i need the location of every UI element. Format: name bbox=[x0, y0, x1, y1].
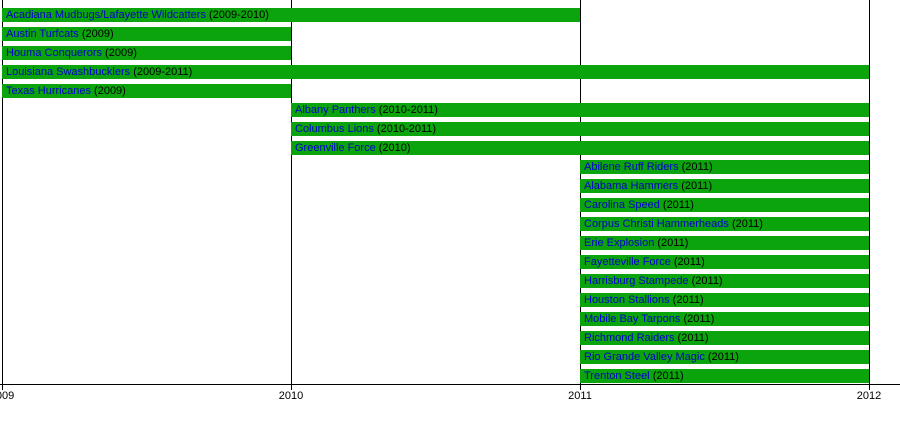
x-axis-line bbox=[0, 384, 900, 385]
team-link[interactable]: Acadiana Mudbugs/Lafayette Wildcatters bbox=[6, 9, 206, 21]
team-years: (2011) bbox=[678, 180, 713, 192]
team-link[interactable]: Greenville Force bbox=[295, 142, 376, 154]
axis-label-2009: 2009 bbox=[0, 390, 15, 402]
gridline-2011 bbox=[580, 0, 581, 390]
team-link[interactable]: Texas Hurricanes bbox=[6, 85, 91, 97]
timeline-bar: Carolina Speed (2011) bbox=[580, 198, 869, 212]
team-years: (2011) bbox=[670, 256, 705, 268]
team-link[interactable]: Rio Grande Valley Magic bbox=[584, 351, 705, 363]
timeline-bar: Albany Panthers (2010-2011) bbox=[291, 103, 869, 117]
team-years: (2011) bbox=[688, 275, 723, 287]
timeline-bar: Harrisburg Stampede (2011) bbox=[580, 274, 869, 288]
team-link[interactable]: Carolina Speed bbox=[584, 199, 660, 211]
team-years: (2010-2011) bbox=[373, 123, 437, 135]
gridline-2009 bbox=[2, 0, 3, 390]
team-years: (2009-2011) bbox=[130, 66, 193, 78]
team-years: (2010-2011) bbox=[375, 104, 438, 116]
axis-label-2010: 2010 bbox=[278, 390, 304, 402]
team-link[interactable]: Albany Panthers bbox=[295, 104, 376, 116]
timeline-bar: Mobile Bay Tarpons (2011) bbox=[580, 312, 869, 326]
team-years: (2011) bbox=[649, 370, 684, 382]
team-link[interactable]: Columbus Lions bbox=[295, 123, 374, 135]
team-link[interactable]: Fayetteville Force bbox=[584, 256, 671, 268]
timeline-bar: Houma Conquerors (2009) bbox=[2, 46, 291, 60]
team-years: (2009-2010) bbox=[205, 9, 269, 21]
timeline-bar: Alabama Hammers (2011) bbox=[580, 179, 869, 193]
team-years: (2009) bbox=[78, 28, 114, 40]
axis-label-2012: 2012 bbox=[856, 390, 882, 402]
team-link[interactable]: Erie Explosion bbox=[584, 237, 655, 249]
team-years: (2010) bbox=[375, 142, 411, 154]
timeline-bar: Richmond Raiders (2011) bbox=[580, 331, 869, 345]
timeline-bar: Louisiana Swashbucklers (2009-2011) bbox=[2, 65, 869, 79]
team-link[interactable]: Trenton Steel bbox=[584, 370, 650, 382]
team-link[interactable]: Alabama Hammers bbox=[584, 180, 679, 192]
timeline-bar: Columbus Lions (2010-2011) bbox=[291, 122, 869, 136]
timeline-bar: Erie Explosion (2011) bbox=[580, 236, 869, 250]
team-link[interactable]: Corpus Christi Hammerheads bbox=[584, 218, 729, 230]
team-years: (2011) bbox=[659, 199, 694, 211]
gridline-2010 bbox=[291, 0, 292, 390]
team-link[interactable]: Richmond Raiders bbox=[584, 332, 675, 344]
axis-label-2011: 2011 bbox=[568, 390, 592, 402]
timeline-bar: Rio Grande Valley Magic (2011) bbox=[580, 350, 869, 364]
team-link[interactable]: Louisiana Swashbucklers bbox=[6, 66, 131, 78]
timeline-bar: Greenville Force (2010) bbox=[291, 141, 869, 155]
timeline-bar: Corpus Christi Hammerheads (2011) bbox=[580, 217, 869, 231]
team-years: (2011) bbox=[704, 351, 739, 363]
timeline-bar: Abilene Ruff Riders (2011) bbox=[580, 160, 869, 174]
team-years: (2011) bbox=[674, 332, 709, 344]
team-link[interactable]: Houma Conquerors bbox=[6, 47, 102, 59]
team-years: (2009) bbox=[90, 85, 126, 97]
timeline-bar: Fayetteville Force (2011) bbox=[580, 255, 869, 269]
timeline-bar: Austin Turfcats (2009) bbox=[2, 27, 291, 41]
team-years: (2011) bbox=[678, 161, 713, 173]
timeline-bar: Acadiana Mudbugs/Lafayette Wildcatters (… bbox=[2, 8, 580, 22]
team-link[interactable]: Abilene Ruff Riders bbox=[584, 161, 679, 173]
team-link[interactable]: Harrisburg Stampede bbox=[584, 275, 689, 287]
timeline-bar: Texas Hurricanes (2009) bbox=[2, 84, 291, 98]
team-link[interactable]: Austin Turfcats bbox=[6, 28, 79, 40]
team-years: (2011) bbox=[654, 237, 689, 249]
team-years: (2011) bbox=[728, 218, 763, 230]
team-link[interactable]: Mobile Bay Tarpons bbox=[584, 313, 681, 325]
team-years: (2009) bbox=[102, 47, 137, 59]
team-link[interactable]: Houston Stallions bbox=[584, 294, 670, 306]
team-years: (2011) bbox=[680, 313, 715, 325]
team-years: (2011) bbox=[669, 294, 704, 306]
timeline-bar: Trenton Steel (2011) bbox=[580, 369, 869, 383]
timeline-bar: Houston Stallions (2011) bbox=[580, 293, 869, 307]
gridline-2012 bbox=[869, 0, 870, 390]
